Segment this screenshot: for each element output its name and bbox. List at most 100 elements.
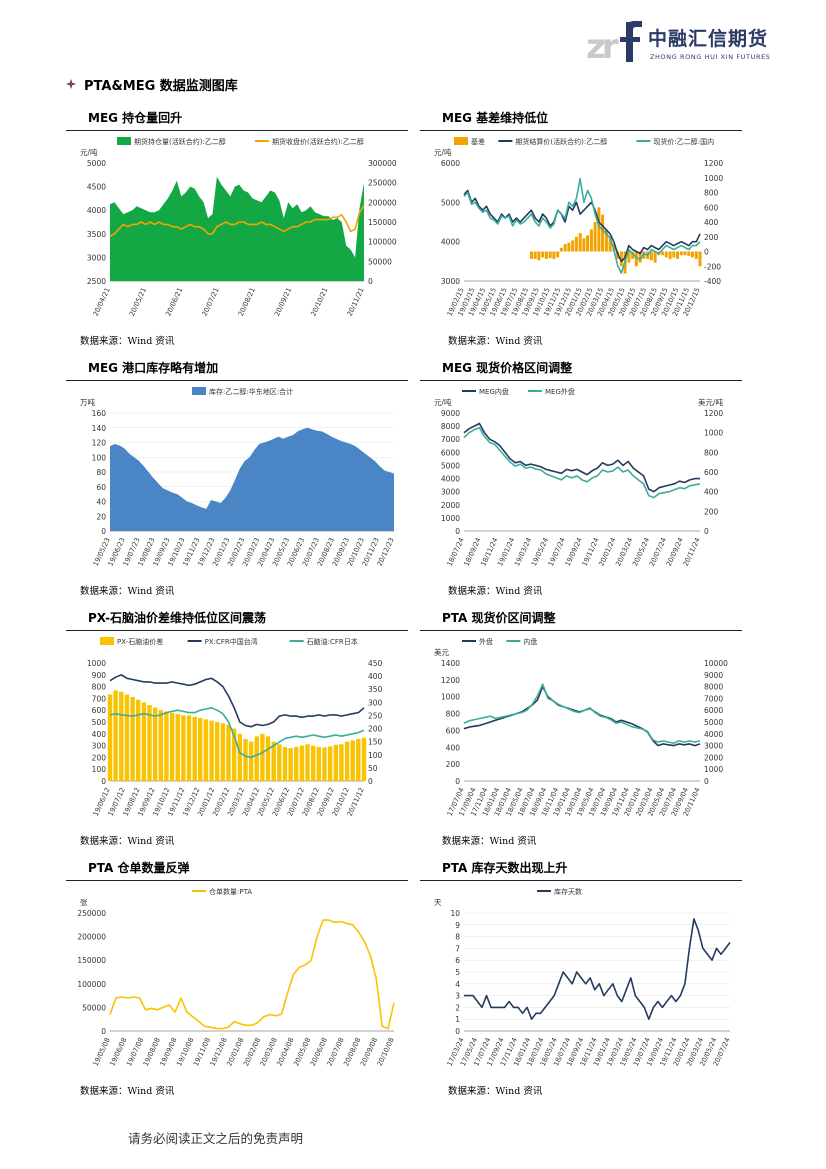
series-line — [464, 918, 731, 1020]
y-tick-label: 3000 — [441, 488, 460, 497]
chart-px-naphtha-spread: 1000900800700600500400300200100045040035… — [87, 637, 383, 818]
series-bar — [198, 718, 203, 781]
series-bar — [164, 711, 169, 781]
legend-label: 期货收盘价(活跃合约):乙二醇 — [272, 137, 364, 146]
series-line — [463, 177, 701, 274]
series-bar — [563, 244, 567, 252]
panel-source: 数据来源：Wind 资讯 — [448, 336, 543, 347]
series-bar — [530, 251, 533, 259]
brand-name-cn: 中融汇信期货 — [648, 28, 769, 50]
x-tick-label: 20/06/21 — [164, 286, 184, 317]
series-bar — [619, 251, 623, 267]
panel-meg-basis: MEG 基差维持低位 6000 5000 4000 3000 1200 1000 800 60… — [420, 109, 742, 349]
y-tick-label: 9000 — [441, 409, 460, 418]
series-line — [463, 422, 700, 493]
panel-divider — [66, 380, 408, 381]
y2-tick-label: 7000 — [704, 694, 723, 703]
legend-label: 仓单数量:PTA — [209, 887, 252, 896]
series-bar — [672, 251, 676, 258]
series-bar — [642, 251, 646, 259]
section-title: PTA&MEG 数据监测图库 — [84, 78, 238, 94]
series-bar — [691, 251, 694, 258]
y-tick-label: 900 — [92, 671, 107, 680]
y2-tick-label: 4000 — [704, 730, 723, 739]
series-bar — [548, 251, 552, 259]
series-bar — [316, 746, 321, 781]
series-bar — [282, 746, 288, 781]
y-tick-label: 7 — [455, 944, 460, 953]
panel-title: PTA 仓单数量反弹 — [88, 861, 190, 875]
y-tick-label: 1 — [455, 1015, 460, 1024]
series-bar — [634, 251, 638, 267]
series-bar — [181, 715, 186, 781]
series-bar — [687, 251, 691, 256]
y2-tick-label: 0 — [704, 527, 709, 536]
series-bar — [601, 214, 605, 252]
series-bar — [578, 233, 582, 252]
legend-label: MEG内盘 — [479, 387, 509, 396]
panel-meg-port-inventory: MEG 港口库存略有增加 160 140 120 100 80 60 40 20 0 万吨 19/0… — [66, 359, 408, 599]
y-tick-label: 1200 — [441, 676, 460, 685]
y2-tick-label: 10000 — [704, 659, 728, 668]
series-bar — [130, 697, 135, 781]
series-bar — [299, 745, 305, 781]
y-tick-label: 50000 — [82, 1003, 106, 1012]
legend-label: PX-石脑油价差 — [117, 637, 163, 646]
panel-title: PTA 现货价区间调整 — [442, 611, 556, 625]
series-bar — [582, 238, 586, 252]
y-tick-label: 600 — [92, 706, 107, 715]
legend-swatch — [117, 137, 131, 145]
y2-tick-label: -200 — [704, 262, 721, 271]
y-tick-label: 6000 — [441, 448, 460, 457]
y2-tick-label: 300000 — [368, 159, 397, 168]
y-tick-label: 60 — [96, 483, 106, 492]
series-bar — [604, 229, 608, 252]
y-tick-label: 200 — [92, 753, 107, 762]
y-tick-label: 2500 — [87, 277, 106, 286]
x-tick-label: 20/04/21 — [92, 286, 112, 317]
series-bar — [141, 702, 147, 781]
series-bar — [344, 741, 350, 781]
y2-tick-label: 50 — [368, 764, 378, 773]
series-bar — [248, 741, 254, 781]
chart-meg-basis: 6000 5000 4000 3000 1200 1000 800 600 400 200 0 -20… — [434, 137, 723, 318]
series-bar — [589, 229, 593, 252]
y2-tick-label: 300 — [368, 698, 383, 707]
series-bar — [232, 728, 237, 781]
panel-pta-inventory-days: PTA 库存天数出现上升 10 9 8 7 6 5 4 3 2 1 0 天 17/03/24 17/05/… — [420, 859, 742, 1099]
y2-tick-label: 150000 — [368, 218, 397, 227]
y2-tick-label: 150 — [368, 738, 383, 747]
y-tick-label: 4000 — [441, 475, 460, 484]
y-axis-unit: 元/吨 — [434, 147, 452, 157]
chart-pta-inventory-days: 109876543210天17/03/2417/05/2417/07/2417/… — [434, 887, 732, 1068]
series-bar — [698, 251, 702, 267]
diamond-bullet-icon — [66, 79, 76, 89]
series-bar — [311, 745, 316, 781]
series-bar — [327, 746, 333, 781]
y-tick-label: 160 — [92, 409, 107, 418]
panel-source: 数据来源：Wind 资讯 — [80, 586, 175, 597]
series-bar — [661, 251, 665, 256]
panel-divider — [66, 630, 408, 631]
series-line — [109, 919, 395, 1030]
legend-label: 基差 — [471, 137, 485, 146]
panel-meg-spot-price: MEG 现货价格区间调整 9000 8000 7000 6000 5000 4000 300… — [420, 359, 742, 599]
y-tick-label: 4000 — [441, 238, 460, 247]
legend-swatch — [454, 137, 468, 145]
y-tick-label: 100000 — [77, 980, 106, 989]
series-bar — [541, 251, 545, 258]
series-bar — [277, 744, 282, 781]
series-bar — [627, 251, 631, 263]
y2-tick-label: 400 — [368, 672, 383, 681]
series-bar — [107, 694, 113, 781]
series-bar — [322, 747, 327, 781]
y2-tick-label: 600 — [704, 468, 719, 477]
y-tick-label: 700 — [92, 694, 107, 703]
series-bar — [152, 707, 158, 781]
series-bar — [237, 733, 242, 781]
legend-label: 现货价:乙二醇:国内 — [653, 137, 714, 146]
y-tick-label: 4 — [455, 980, 460, 989]
x-tick-label: 20/10/21 — [309, 286, 329, 317]
y-tick-label: 1400 — [441, 659, 460, 668]
y-tick-label: 10 — [450, 909, 460, 918]
